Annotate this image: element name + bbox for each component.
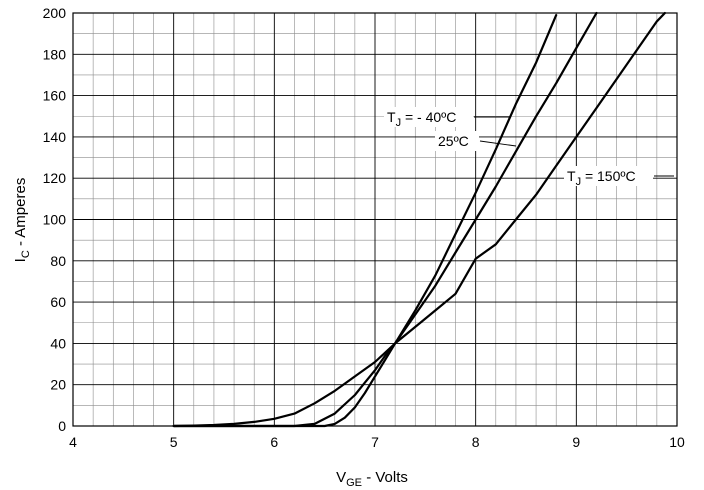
y-axis-label-sub: C bbox=[20, 250, 32, 258]
x-tick-label: 8 bbox=[472, 434, 480, 450]
y-tick-label: 0 bbox=[58, 418, 66, 434]
x-tick-label: 5 bbox=[170, 434, 178, 450]
annotation-sub: J bbox=[396, 117, 402, 129]
y-tick-label: 80 bbox=[50, 253, 66, 269]
annotation-bg bbox=[435, 131, 479, 151]
y-tick-label: 120 bbox=[43, 170, 67, 186]
annotation-tj-neg40: TJ = - 40ºC bbox=[387, 109, 456, 129]
y-tick-label: 20 bbox=[50, 377, 66, 393]
annotation-t25: 25ºC bbox=[438, 133, 469, 149]
x-tick-label: 7 bbox=[371, 434, 379, 450]
annotation-tj-150: TJ = 150ºC bbox=[567, 168, 636, 188]
y-tick-label: 200 bbox=[43, 5, 67, 21]
x-tick-label: 4 bbox=[69, 434, 77, 450]
y-tick-label: 160 bbox=[43, 88, 67, 104]
x-axis-label-rest: - Volts bbox=[362, 469, 408, 486]
x-axis-label-main: V bbox=[336, 469, 346, 486]
annotation-leader bbox=[479, 140, 517, 147]
x-tick-label: 6 bbox=[270, 434, 278, 450]
x-axis-label: VGE - Volts bbox=[336, 469, 408, 489]
series-curves bbox=[172, 11, 667, 428]
annotation-rest: = - 40ºC bbox=[401, 109, 456, 125]
annotation-bg bbox=[384, 107, 473, 127]
y-tick-label: 140 bbox=[43, 129, 67, 145]
x-tick-labels: 4 5 6 7 8 9 10 bbox=[69, 434, 685, 450]
annotation-sub: J bbox=[576, 176, 582, 188]
annotation-rest: = 150ºC bbox=[581, 168, 636, 184]
x-axis-label-sub: GE bbox=[346, 477, 362, 489]
plot-frame bbox=[72, 12, 678, 427]
annotation-main: T bbox=[387, 109, 396, 125]
y-tick-label: 100 bbox=[43, 212, 67, 228]
y-axis-label-main: I bbox=[12, 258, 29, 262]
y-axis-label: IC - Amperes bbox=[12, 178, 32, 263]
annotation-bg bbox=[564, 166, 653, 186]
annotation-main: T bbox=[567, 168, 576, 184]
x-tick-label: 10 bbox=[669, 434, 685, 450]
y-tick-label: 180 bbox=[43, 46, 67, 62]
y-tick-label: 40 bbox=[50, 335, 66, 351]
series-line-1 bbox=[172, 14, 558, 428]
y-tick-label: 60 bbox=[50, 294, 66, 310]
annotation-rest: 25ºC bbox=[438, 133, 469, 149]
y-axis-label-rest: - Amperes bbox=[12, 178, 29, 251]
series-line-3 bbox=[172, 11, 667, 428]
y-tick-labels: 0 20 40 60 80 100 120 140 160 180 200 bbox=[43, 5, 67, 434]
x-tick-label: 9 bbox=[572, 434, 580, 450]
